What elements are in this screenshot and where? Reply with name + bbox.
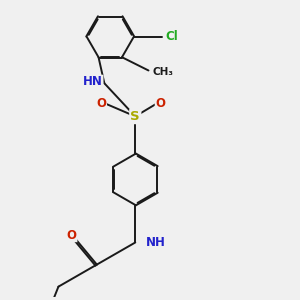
Text: O: O [96,97,106,110]
Text: O: O [155,97,165,110]
Text: O: O [67,229,77,242]
Text: NH: NH [146,236,166,249]
Text: HN: HN [83,75,103,88]
Text: Cl: Cl [165,30,178,44]
Text: CH₃: CH₃ [153,67,174,77]
Text: S: S [130,110,140,123]
